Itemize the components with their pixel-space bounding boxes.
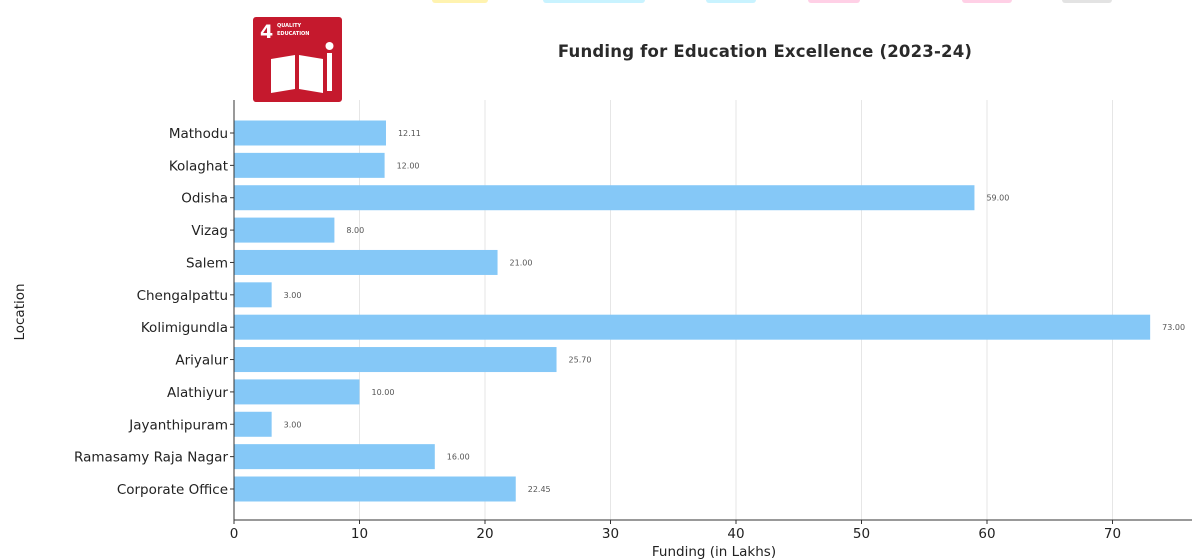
decorative-strip xyxy=(962,0,1012,3)
y-tick-label: Salem xyxy=(186,255,228,271)
y-tick-label: Kolimigundla xyxy=(141,320,228,336)
bar xyxy=(234,120,386,146)
y-tick-label: Chengalpattu xyxy=(137,288,228,304)
decorative-strip xyxy=(432,0,488,3)
y-tick-label: Alathiyur xyxy=(167,385,228,401)
data-label: 3.00 xyxy=(284,420,302,429)
chart-title: Funding for Education Excellence (2023-2… xyxy=(557,42,973,61)
bar xyxy=(234,347,557,373)
data-label: 3.00 xyxy=(284,291,302,300)
data-label: 16.00 xyxy=(447,453,470,462)
y-tick-label: Mathodu xyxy=(169,126,228,142)
x-tick-label: 10 xyxy=(351,526,368,542)
x-tick-label: 40 xyxy=(727,526,744,542)
y-tick-label: Ariyalur xyxy=(175,353,228,369)
data-label: 12.00 xyxy=(397,161,420,170)
data-label: 21.00 xyxy=(510,258,533,267)
bar xyxy=(234,282,272,308)
data-label: 22.45 xyxy=(528,485,551,494)
data-label: 12.11 xyxy=(398,129,421,138)
y-axis-label: Location xyxy=(12,283,28,340)
x-tick-label: 50 xyxy=(853,526,870,542)
sdg-number: 4 xyxy=(260,21,273,43)
x-axis-label: Funding (in Lakhs) xyxy=(652,544,776,560)
bar xyxy=(234,476,516,502)
open-book-icon xyxy=(271,42,334,93)
x-tick-label: 70 xyxy=(1104,526,1121,542)
bar xyxy=(234,444,435,470)
sdg-badge-graphic: 4 QUALITY EDUCATION xyxy=(253,17,342,102)
y-tick-label: Ramasamy Raja Nagar xyxy=(74,450,228,466)
bar xyxy=(234,152,385,178)
y-tick-label: Kolaghat xyxy=(169,158,228,174)
y-tick-label: Odisha xyxy=(181,191,228,207)
y-tick-label: Jayanthipuram xyxy=(128,417,228,433)
data-label: 59.00 xyxy=(986,194,1009,203)
data-label: 73.00 xyxy=(1162,323,1185,332)
x-tick-label: 30 xyxy=(602,526,619,542)
data-label: 8.00 xyxy=(346,226,364,235)
decorative-strip xyxy=(543,0,645,3)
bar xyxy=(234,379,360,405)
sdg-4-logo: 4 QUALITY EDUCATION xyxy=(253,17,342,102)
data-label: 10.00 xyxy=(372,388,395,397)
x-tick-label: 60 xyxy=(978,526,995,542)
x-tick-label: 20 xyxy=(476,526,493,542)
x-tick-label: 0 xyxy=(230,526,239,542)
y-tick-label: Vizag xyxy=(191,223,228,239)
decorative-strip xyxy=(706,0,756,3)
y-tick-label: Corporate Office xyxy=(117,482,228,498)
bar xyxy=(234,249,498,275)
decorative-strip xyxy=(1062,0,1112,3)
bar xyxy=(234,217,335,243)
bar xyxy=(234,411,272,437)
sdg-label-line2: EDUCATION xyxy=(277,31,309,37)
data-label: 25.70 xyxy=(569,356,592,365)
decorative-strip xyxy=(808,0,860,3)
sdg-label-line1: QUALITY xyxy=(277,23,301,29)
bar xyxy=(234,314,1151,340)
bar xyxy=(234,185,975,211)
